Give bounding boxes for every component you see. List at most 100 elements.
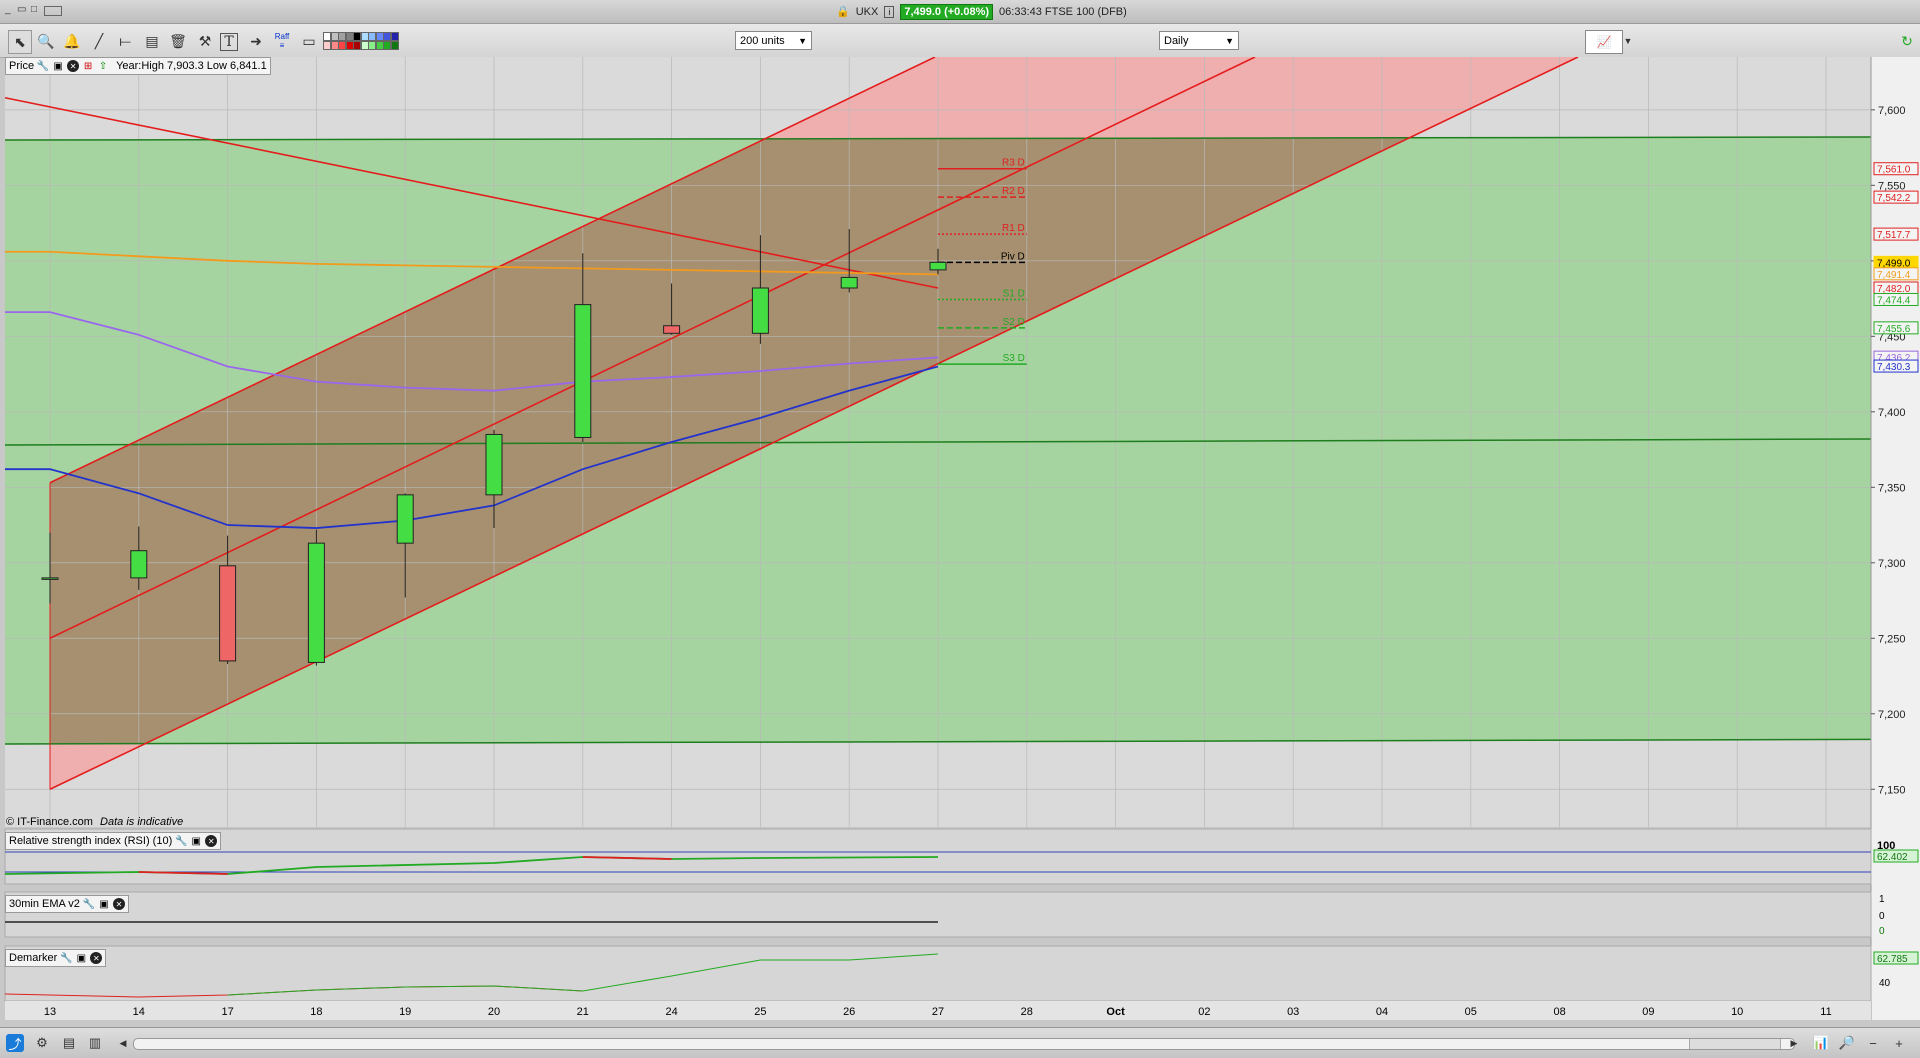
rsi-value: 62.402	[1877, 852, 1908, 863]
price-tag-box	[1873, 162, 1919, 176]
y-tick-label: 7,400	[1878, 407, 1906, 419]
rsi-line-red	[138, 871, 228, 875]
raff-label: Raff	[274, 32, 290, 41]
price-label: Price	[9, 60, 35, 72]
window-icon[interactable]: ▣	[99, 898, 109, 910]
x-tick-label: 05	[1465, 1006, 1477, 1018]
add-icon[interactable]: ⊞	[83, 60, 93, 72]
rsi-label: Relative strength index (RSI) (10)	[9, 835, 173, 847]
price-tag-text: 7,561.0	[1877, 165, 1911, 176]
chart-area[interactable]: R3 D R2 D R1 D Piv D S1 D S2 D S3 D 7,600 7,550 7…	[0, 56, 1920, 1020]
price-tag-box	[1873, 227, 1919, 241]
raff-channel-icon[interactable]: Raff ≡	[274, 32, 290, 50]
refresh-icon[interactable]: ↻	[1901, 32, 1913, 49]
settings-icon[interactable]: ⚒	[198, 32, 212, 49]
window-icon[interactable]: ▣	[53, 60, 63, 72]
price-tag-box	[1873, 359, 1919, 373]
close-icon[interactable]: ✕	[112, 898, 125, 910]
trendline-icon[interactable]: ╱	[94, 32, 104, 49]
layout-icon[interactable]: ▤	[62, 1035, 76, 1050]
price-tag-box	[1873, 292, 1919, 306]
keyboard-icon[interactable]	[44, 6, 62, 16]
link-icon[interactable]: ⚙	[36, 1035, 48, 1050]
close-icon[interactable]: ✕	[205, 835, 218, 847]
candle	[219, 565, 237, 662]
maximize-icon[interactable]: □	[31, 4, 38, 15]
chart-type-icon[interactable]: 📊	[1812, 1035, 1830, 1050]
close-icon[interactable]: ✕	[90, 952, 103, 964]
units-select[interactable]: 200 units ▼	[735, 31, 812, 50]
rectangle-icon[interactable]: ▭	[302, 32, 316, 49]
info-icon[interactable]: i	[884, 5, 895, 18]
year-info: Year:High 7,903.3 Low 6,841.1	[116, 60, 267, 72]
wrench-icon[interactable]: 🔧	[82, 898, 96, 910]
x-tick-label: 13	[44, 1006, 56, 1018]
wrench-icon[interactable]: 🔧	[175, 835, 188, 847]
demarker-pane-label: Demarker 🔧 ▣ ✕	[5, 949, 107, 967]
x-tick-label: 19	[399, 1006, 411, 1018]
units-value: 200 units	[740, 35, 785, 47]
columns-icon[interactable]: ▥	[88, 1035, 102, 1050]
x-tick-label: 18	[310, 1006, 322, 1018]
minimize-icon[interactable]: _	[5, 4, 11, 15]
interval-select[interactable]: Daily ▼	[1159, 31, 1239, 50]
zoom-in-icon[interactable]: +	[1895, 1035, 1903, 1051]
restore-icon[interactable]: ▭	[17, 4, 27, 15]
window-icon[interactable]: ▣	[76, 952, 87, 964]
price-tag-text: 7,542.2	[1877, 193, 1911, 204]
x-axis-bg	[5, 1001, 1871, 1020]
scrollbar-thumb[interactable]	[1689, 1039, 1781, 1049]
arrow-icon[interactable]: ➜	[250, 32, 262, 49]
candle	[130, 550, 148, 579]
window-icon[interactable]: ▣	[191, 835, 201, 847]
trash-icon[interactable]: 🗑	[169, 32, 187, 49]
horizontal-line-icon[interactable]: ⟝	[119, 32, 131, 49]
scroll-right-icon[interactable]: ▶	[1790, 1037, 1798, 1048]
up-arrow-icon[interactable]: ⇧	[98, 60, 108, 72]
title-center: 🔒 UKX i 7,499.0 (+0.08%) 06:33:43 FTSE 1…	[836, 3, 1127, 20]
color-swatch[interactable]	[390, 41, 399, 50]
price-tag-box	[1873, 190, 1919, 204]
channel-upper-line	[49, 56, 936, 484]
price-tag-box	[1873, 267, 1919, 281]
text-icon[interactable]: T	[220, 33, 238, 51]
share-icon[interactable]: ⤴	[6, 1034, 24, 1052]
zoom-fit-icon[interactable]: 🔎	[1838, 1035, 1856, 1050]
ema30-tick: 1	[1879, 894, 1885, 905]
y-tick-label: 7,300	[1878, 558, 1906, 570]
demarker-value: 62.785	[1877, 954, 1908, 965]
horizontal-scrollbar[interactable]	[133, 1038, 1795, 1050]
close-icon[interactable]: ✕	[67, 60, 80, 72]
candle	[663, 325, 681, 334]
wrench-icon[interactable]: 🔧	[60, 952, 73, 964]
x-tick-label: 02	[1198, 1006, 1210, 1018]
rsi-pane-bg	[4, 828, 1872, 885]
x-tick-label: 21	[577, 1006, 589, 1018]
pivot-label: Piv D	[1001, 251, 1025, 262]
green-trendline	[4, 438, 1872, 446]
candle	[41, 577, 59, 580]
x-tick-label: 26	[843, 1006, 855, 1018]
rsi-top-tick: 100	[1877, 840, 1895, 852]
ema30-label: 30min EMA v2	[9, 898, 80, 910]
time-instrument: 06:33:43 FTSE 100 (DFB)	[999, 5, 1127, 18]
zoom-icon[interactable]: 🔍	[37, 32, 55, 49]
y-tick-label: 7,350	[1878, 482, 1906, 494]
scroll-left-icon[interactable]: ◀	[119, 1037, 127, 1048]
wrench-icon[interactable]: 🔧	[36, 60, 50, 72]
zoom-out-icon[interactable]: −	[1869, 1035, 1877, 1051]
fibonacci-icon[interactable]: ▤	[145, 32, 159, 49]
pivot-label: R3 D	[1002, 158, 1025, 169]
green-trendline	[4, 136, 1872, 141]
indicators-icon[interactable]: 📈	[1585, 30, 1623, 54]
symbol-label[interactable]: UKX	[855, 5, 879, 18]
pointer-icon[interactable]: ⬉	[8, 30, 32, 54]
color-swatch[interactable]	[390, 32, 399, 41]
alert-bell-icon[interactable]: 🔔	[63, 32, 81, 49]
y-tick-label: 7,600	[1878, 105, 1906, 117]
y-tick-label: 7,250	[1878, 633, 1906, 645]
chevron-down-icon[interactable]: ▼	[1623, 36, 1633, 46]
pivot-label: R2 D	[1002, 186, 1025, 197]
pivot-label: S1 D	[1003, 288, 1025, 299]
